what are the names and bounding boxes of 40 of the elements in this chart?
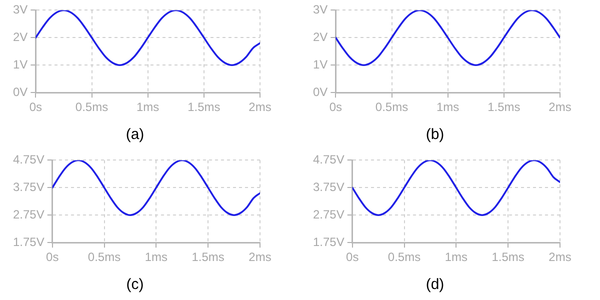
y-tick-label: 1V bbox=[312, 57, 328, 72]
x-tick-label: 0s bbox=[29, 100, 42, 114]
x-tick-label: 2ms bbox=[548, 250, 572, 264]
y-tick-label: 2V bbox=[12, 30, 28, 44]
y-tick-label: 2.75V bbox=[13, 207, 44, 222]
y-tick-label: 0V bbox=[12, 84, 28, 99]
x-tick-label: 0s bbox=[329, 100, 342, 114]
y-tick-label: 2.75V bbox=[313, 207, 344, 222]
y-tick-label: 1.75V bbox=[313, 234, 344, 249]
y-tick-label: 3V bbox=[12, 2, 28, 17]
x-tick-label: 1ms bbox=[436, 100, 460, 114]
x-tick-label: 1ms bbox=[136, 100, 160, 114]
x-tick-label: 1ms bbox=[144, 250, 168, 264]
x-tick-label: 1ms bbox=[444, 250, 468, 264]
x-tick-label: 0.5ms bbox=[75, 100, 108, 114]
x-tick-label: 2ms bbox=[248, 250, 272, 264]
y-tick-label: 2V bbox=[312, 30, 328, 44]
x-tick-label: 1.5ms bbox=[492, 250, 524, 264]
text: (a) bbox=[126, 126, 144, 144]
y-tick-label: 3.75V bbox=[313, 180, 344, 194]
x-tick-label: 1.5ms bbox=[488, 100, 520, 114]
x-tick-label: 2ms bbox=[248, 100, 272, 114]
x-tick-label: 0.5ms bbox=[88, 250, 121, 264]
x-tick-label: 0.5ms bbox=[375, 100, 408, 114]
text: (c) bbox=[126, 276, 144, 294]
y-tick-label: 1V bbox=[12, 57, 28, 72]
x-tick-label: 1.5ms bbox=[192, 250, 224, 264]
text: (d) bbox=[426, 276, 444, 294]
x-tick-label: 0s bbox=[346, 250, 359, 264]
y-tick-label: 0V bbox=[312, 84, 328, 99]
y-tick-label: 3.75V bbox=[13, 180, 44, 194]
y-tick-label: 4.75V bbox=[313, 152, 344, 167]
x-tick-label: 0s bbox=[46, 250, 59, 264]
y-tick-label: 1.75V bbox=[13, 234, 44, 249]
y-tick-label: 4.75V bbox=[13, 152, 44, 167]
x-tick-label: 1.5ms bbox=[188, 100, 220, 114]
x-tick-label: 2ms bbox=[548, 100, 572, 114]
text: (b) bbox=[426, 126, 444, 144]
x-tick-label: 0.5ms bbox=[388, 250, 421, 264]
y-tick-label: 3V bbox=[312, 2, 328, 17]
